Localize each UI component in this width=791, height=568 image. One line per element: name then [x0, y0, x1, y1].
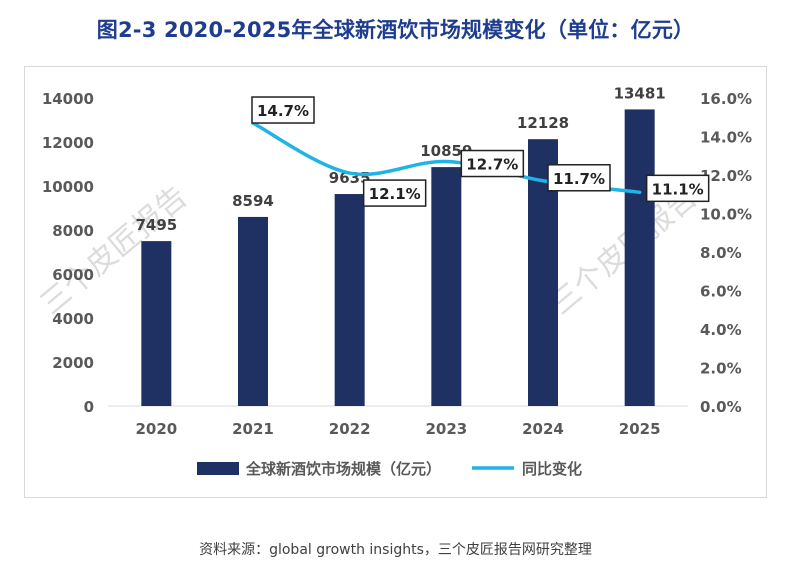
bars — [141, 109, 655, 406]
x-tick-label: 2022 — [329, 420, 371, 438]
left-tick-label: 12000 — [42, 134, 94, 152]
legend-label-line: 同比变化 — [522, 460, 582, 478]
pct-labels: 14.7% 12.1% 12.7% 11.7% 11.1% — [251, 96, 710, 207]
bar-2021 — [238, 216, 268, 406]
left-tick-label: 2000 — [52, 354, 94, 372]
source-note: 资料来源：global growth insights，三个皮匠报告网研究整理 — [199, 542, 592, 558]
right-tick-label: 14.0% — [700, 129, 752, 147]
pct-label-box — [645, 174, 710, 203]
x-tick-label: 2021 — [232, 420, 274, 438]
left-tick-label: 4000 — [52, 310, 94, 328]
left-axis: 0 2000 4000 6000 8000 10000 12000 14000 — [42, 90, 94, 416]
right-tick-label: 12.0% — [700, 167, 752, 185]
legend-label-bar: 全球新酒饮市场规模（亿元） — [245, 460, 441, 478]
x-tick-label: 2023 — [425, 420, 467, 438]
left-tick-label: 10000 — [42, 178, 94, 196]
bar-value-label: 10859 — [420, 142, 472, 160]
pct-label-box — [460, 149, 525, 178]
right-tick-label: 6.0% — [700, 283, 742, 301]
x-tick-label: 2024 — [522, 420, 564, 438]
right-tick-label: 4.0% — [700, 321, 742, 339]
legend-swatch-bar — [197, 462, 239, 475]
pct-label-box — [547, 164, 611, 192]
x-tick-label: 2025 — [619, 420, 661, 438]
pct-label-box — [251, 96, 315, 124]
bar-value-label: 12128 — [517, 114, 569, 132]
right-axis: 0.0% 2.0% 4.0% 6.0% 8.0% 10.0% 12.0% 14.0% 16.0% — [700, 90, 752, 416]
pct-label: 11.7% — [553, 170, 605, 188]
bar-2022 — [334, 194, 365, 406]
bar-2020 — [141, 241, 172, 406]
pct-label: 12.1% — [369, 185, 421, 203]
bar-value-label: 13481 — [614, 84, 666, 102]
right-tick-label: 2.0% — [700, 360, 742, 378]
left-tick-label: 0 — [84, 398, 94, 416]
pct-label: 14.7% — [257, 102, 309, 120]
x-tick-label: 2020 — [135, 420, 177, 438]
bar-2023 — [431, 167, 462, 406]
bar-2025 — [624, 109, 655, 406]
left-tick-label: 14000 — [42, 90, 94, 108]
pct-label: 11.1% — [652, 180, 704, 198]
chart-title: 图2-3 2020-2025年全球新酒饮市场规模变化（单位：亿元） — [96, 18, 695, 42]
right-tick-label: 10.0% — [700, 206, 752, 224]
right-tick-label: 0.0% — [700, 398, 742, 416]
legend: 全球新酒饮市场规模（亿元） 同比变化 — [197, 460, 582, 478]
pct-label-box — [362, 179, 427, 207]
right-tick-label: 16.0% — [700, 90, 752, 108]
pct-label: 12.7% — [466, 156, 518, 174]
chart-frame — [24, 66, 767, 498]
left-tick-label: 6000 — [52, 266, 94, 284]
bar-value-label: 7495 — [135, 216, 177, 234]
bar-value-label: 8594 — [232, 192, 274, 210]
right-tick-label: 8.0% — [700, 244, 742, 262]
x-axis: 2020 2021 2022 2023 2024 2025 — [135, 420, 660, 438]
left-tick-label: 8000 — [52, 222, 94, 240]
